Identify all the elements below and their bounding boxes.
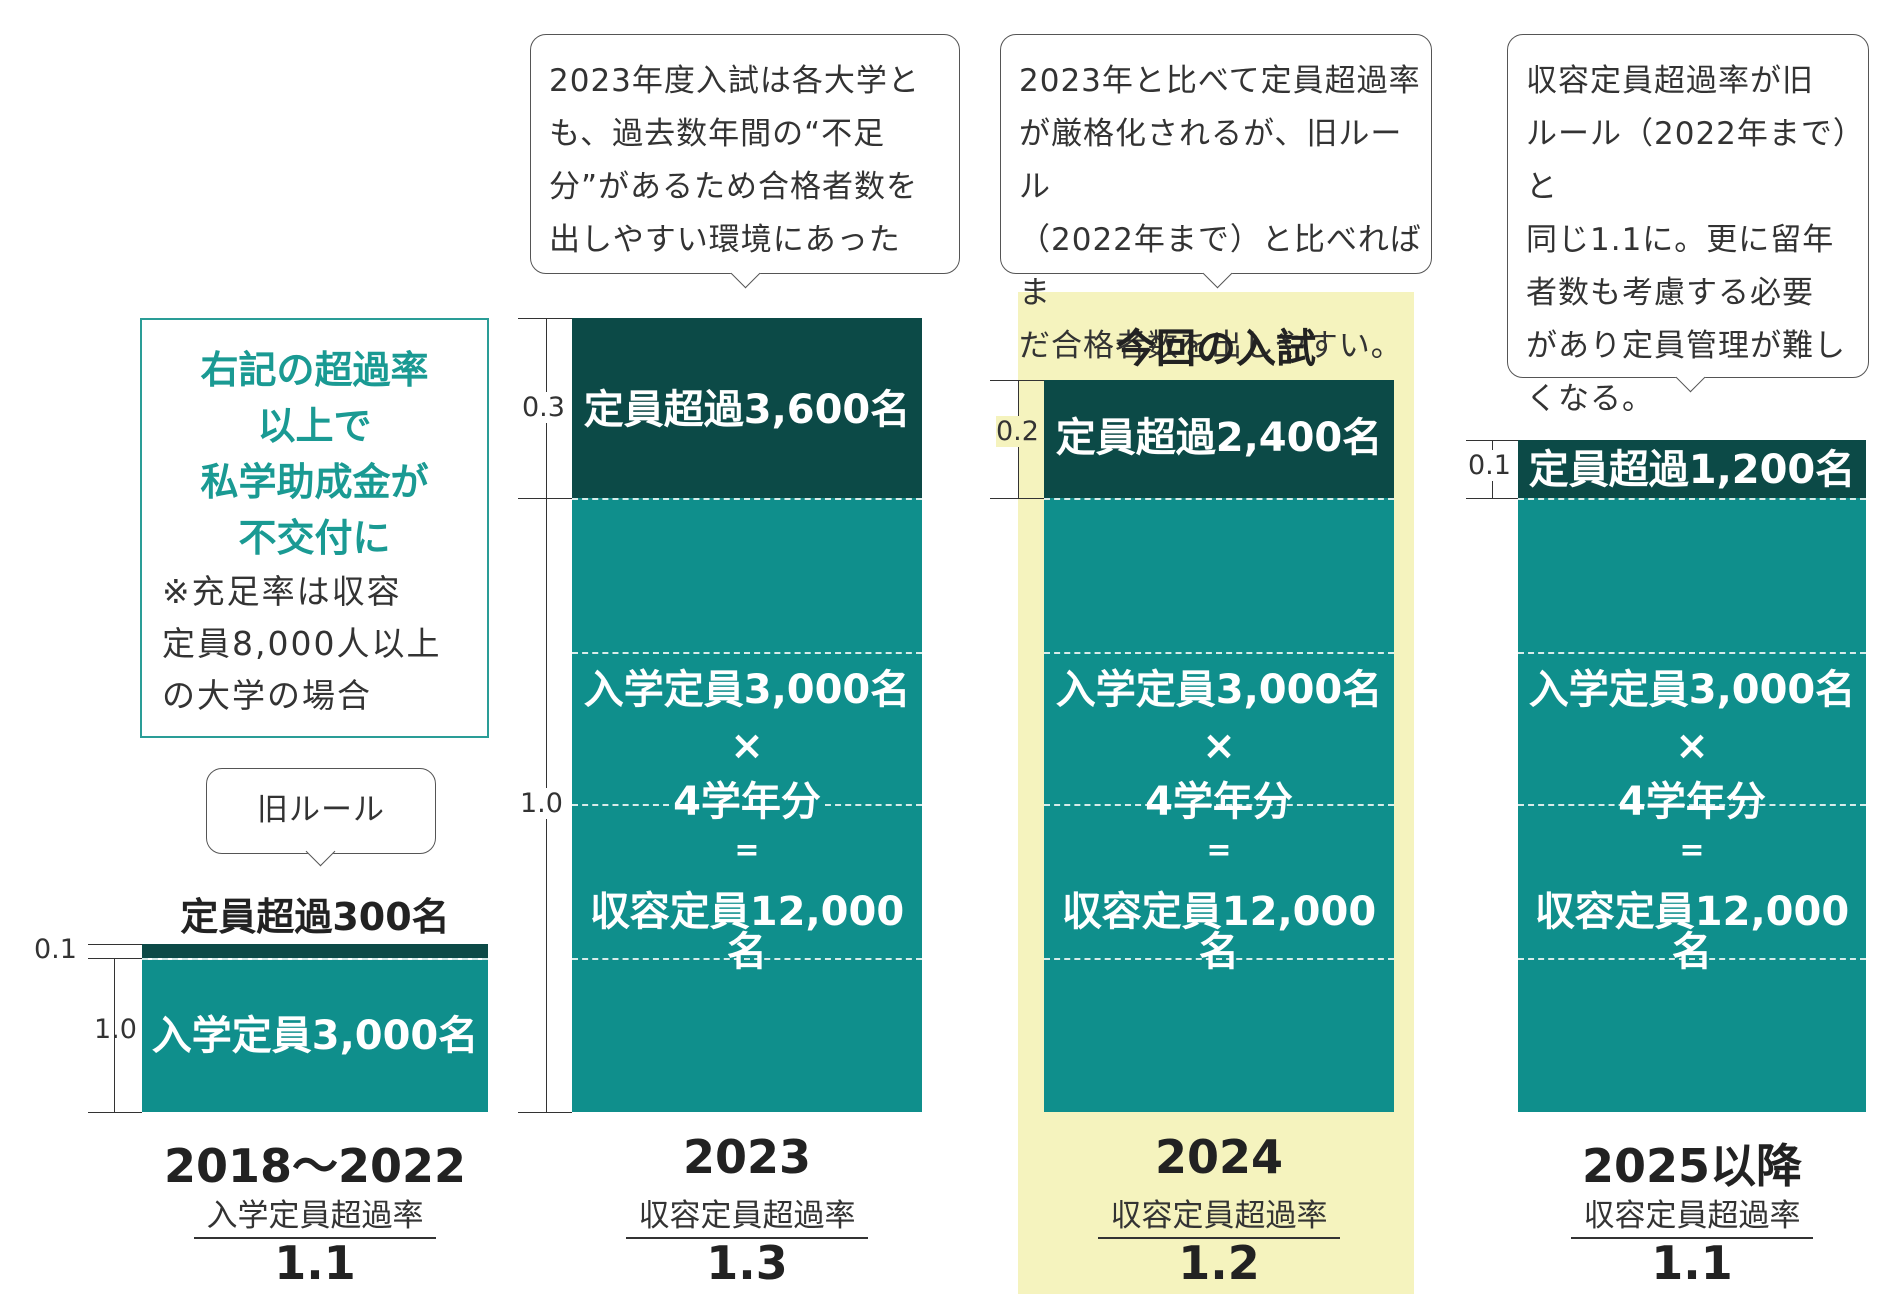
overcapacity-bar — [1518, 440, 1866, 498]
callout-line: くなる。 — [1526, 381, 1654, 417]
callout-line: があり定員管理が難し — [1526, 328, 1846, 364]
overcapacity-bar — [142, 944, 488, 958]
callout-line: が厳格化されるが、旧ルール — [1019, 116, 1403, 205]
note-body-line: の大学の場合 — [162, 676, 372, 715]
year-label: 2023 — [682, 1130, 812, 1184]
over-label: 定員超過1,200名 — [1528, 447, 1856, 493]
divider — [1044, 958, 1394, 960]
rate-type: 入学定員超過率 — [194, 1190, 436, 1239]
callout-line: ルール（2022年まで）と — [1526, 116, 1865, 205]
over-label: 定員超過300名 — [180, 895, 450, 939]
note-heading-line: 私学助成金が — [200, 460, 429, 504]
rate-value: 1.1 — [1651, 1236, 1733, 1290]
base-line: 入学定員3,000名 — [583, 667, 911, 713]
note-body-line: 定員8,000人以上 — [162, 624, 442, 663]
divider — [1518, 498, 1866, 500]
base-line: × — [1675, 723, 1709, 769]
base-line: × — [730, 723, 764, 769]
note-body: ※充足率は収容 定員8,000人以上 の大学の場合 — [162, 566, 482, 722]
callout-line: 者数も考慮する必要 — [1526, 275, 1814, 311]
note-heading-line: 右記の超過率 — [200, 348, 429, 392]
divider — [1044, 804, 1394, 806]
year-label: 2018〜2022 — [163, 1139, 467, 1193]
base-line: = — [734, 833, 760, 868]
callout-line: 2023年度入試は各大学と — [549, 63, 920, 99]
callout-line: 収容定員超過率が旧 — [1526, 63, 1814, 99]
over-label: 定員超過3,600名 — [583, 387, 911, 433]
rate-type: 収容定員超過率 — [1098, 1190, 1340, 1239]
rate-value: 1.2 — [1178, 1236, 1260, 1290]
tick-label: 1.0 — [520, 788, 563, 819]
divider — [572, 958, 922, 960]
divider — [142, 958, 488, 960]
current-exam-label: 今回の入試 — [1116, 326, 1316, 372]
axis-line — [546, 318, 547, 1112]
base-line: 入学定員3,000名 — [1055, 667, 1383, 713]
base-line: 4学年分 — [1145, 779, 1293, 825]
tick-line — [518, 318, 572, 319]
base-line: 収容定員12,000名 — [1061, 889, 1377, 975]
tick-line — [990, 380, 1044, 381]
over-label: 定員超過2,400名 — [1055, 415, 1383, 461]
tick-line — [88, 944, 142, 945]
divider — [1518, 652, 1866, 654]
callout-2023: 2023年度入試は各大学と も、過去数年間の“不足 分”があるため合格者数を 出… — [530, 34, 960, 274]
note-heading-line: 不交付に — [238, 516, 391, 560]
divider — [572, 652, 922, 654]
old-rule-text: 旧ルール — [257, 792, 385, 828]
tick-line — [1466, 498, 1518, 499]
tick-label: 1.0 — [94, 1014, 137, 1045]
overcapacity-bar — [572, 318, 922, 498]
overcapacity-bar — [1044, 380, 1394, 498]
divider — [572, 498, 922, 500]
tick-line — [990, 498, 1044, 499]
tick-label: 0.2 — [996, 416, 1039, 447]
base-line: = — [1679, 833, 1705, 868]
callout-line: （2022年まで）と比べればま — [1019, 222, 1422, 311]
base-line: 4学年分 — [572, 779, 922, 825]
tick-label: 0.3 — [522, 392, 565, 423]
tick-line — [518, 498, 572, 499]
base-line: = — [1206, 833, 1232, 868]
tick-line — [88, 958, 142, 959]
base-line: 収容定員12,000名 — [1534, 889, 1850, 975]
rate-type: 収容定員超過率 — [1571, 1190, 1813, 1239]
year-label: 2024 — [1154, 1130, 1284, 1184]
callout-line: だ合格者数を出しやすい。 — [1019, 328, 1403, 364]
note-heading-line: 以上で — [257, 404, 372, 448]
tick-label: 0.1 — [1468, 450, 1511, 481]
callout-line: 2023年と比べて定員超過率 — [1019, 63, 1421, 99]
divider — [1044, 652, 1394, 654]
callout-line: 出しやすい環境にあった — [549, 222, 901, 258]
rate-value: 1.3 — [706, 1236, 788, 1290]
divider — [1518, 804, 1866, 806]
callout-line: 分”があるため合格者数を — [549, 169, 919, 205]
year-label: 2025以降 — [1581, 1139, 1803, 1193]
base-label: 入学定員3,000名 — [151, 1013, 479, 1059]
base-capacity-bar — [142, 960, 488, 1112]
note-box: 右記の超過率 以上で 私学助成金が 不交付に ※充足率は収容 定員8,000人以… — [140, 318, 489, 738]
tick-label: 0.1 — [34, 934, 77, 965]
base-line: 収容定員12,000名 — [589, 889, 905, 975]
callout-line: 同じ1.1に。更に留年 — [1526, 222, 1835, 258]
tick-line — [518, 1112, 572, 1113]
rate-value: 1.1 — [274, 1236, 356, 1290]
base-line: 入学定員3,000名 — [1528, 667, 1856, 713]
tick-line — [88, 1112, 142, 1113]
divider — [1044, 498, 1394, 500]
base-line: 4学年分 — [1618, 779, 1766, 825]
base-line: × — [1202, 723, 1236, 769]
callout-2025: 収容定員超過率が旧 ルール（2022年まで）と 同じ1.1に。更に留年 者数も考… — [1507, 34, 1869, 417]
note-body-line: ※充足率は収容 — [162, 572, 402, 611]
divider — [1518, 958, 1866, 960]
callout-2024: 2023年と比べて定員超過率 が厳格化されるが、旧ルール （2022年まで）と比… — [1000, 34, 1432, 364]
callout-line: も、過去数年間の“不足 — [549, 116, 886, 152]
rate-type: 収容定員超過率 — [626, 1190, 868, 1239]
axis-line — [114, 958, 115, 1112]
note-heading: 右記の超過率 以上で 私学助成金が 不交付に — [142, 342, 487, 566]
